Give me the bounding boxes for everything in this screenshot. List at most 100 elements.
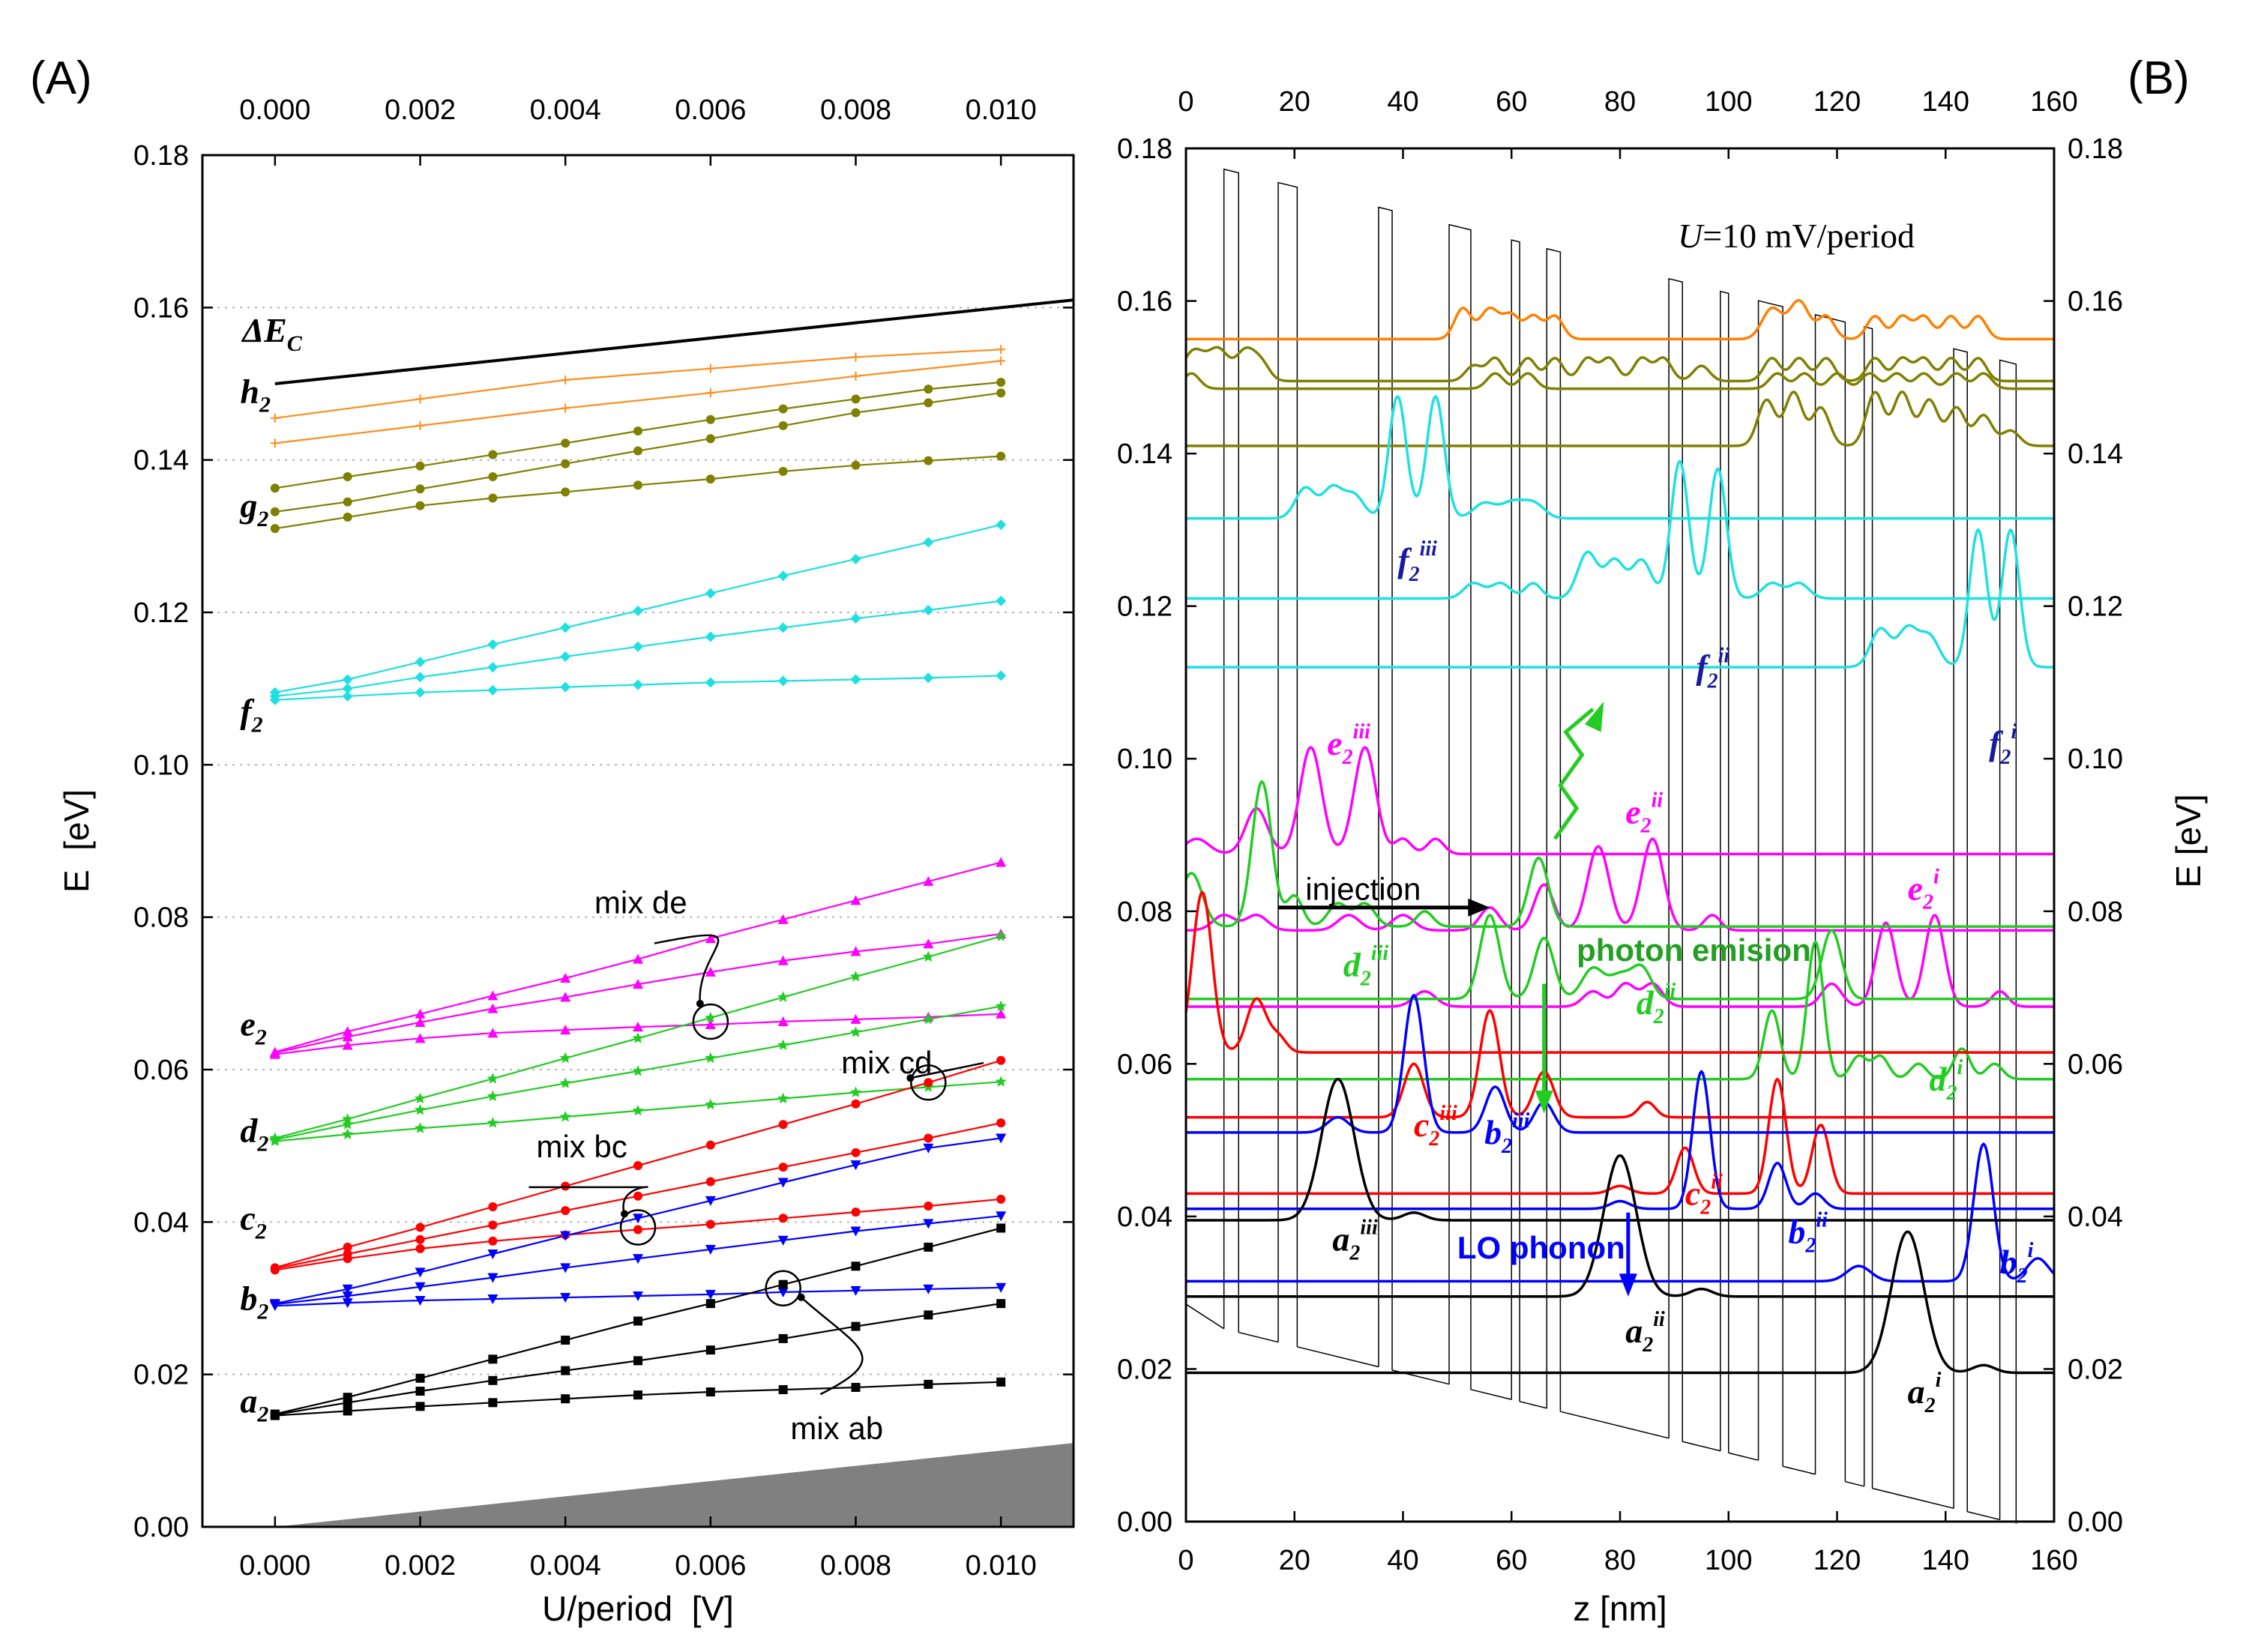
- a-data-point: [633, 1191, 642, 1201]
- b-state-label-sub: 2: [1501, 1135, 1512, 1158]
- b-state-label-base: b: [1484, 1113, 1502, 1151]
- b-x-tick-label-top: 80: [1604, 86, 1636, 118]
- b-state-label: b2iii: [1484, 1109, 1530, 1158]
- a-level-label: e2: [240, 1004, 266, 1049]
- b-state-label-sub: 2: [1699, 1196, 1711, 1220]
- b-y-tick-label-right: 0.02: [2068, 1354, 2123, 1385]
- a-data-point: [560, 1231, 571, 1241]
- a-level-label: h2: [240, 372, 271, 417]
- a-data-point: [415, 687, 426, 698]
- a-mix-label: mix bc: [536, 1129, 627, 1164]
- b-state-label: e2iii: [1327, 720, 1370, 769]
- b-wavefunction-line: [1186, 298, 2054, 341]
- a-data-point: [487, 1028, 499, 1038]
- a-y-tick-label: 0.02: [133, 1360, 189, 1391]
- b-state-label: a2i: [1908, 1369, 1942, 1417]
- a-data-point: [343, 512, 352, 522]
- b-state-label-base: e: [1327, 724, 1342, 762]
- b-y-tick-label-right: 0.12: [2068, 591, 2123, 623]
- a-level-label-sub: 2: [255, 1220, 267, 1244]
- b-wavefunction-line: [1186, 993, 2054, 1134]
- a-data-point: [851, 394, 861, 404]
- a-data-point: [924, 1201, 933, 1211]
- a-data-point: [996, 1008, 1007, 1019]
- a-data-point: [415, 1243, 425, 1253]
- a-data-point: [851, 460, 861, 470]
- b-state-label-sup: i: [1936, 1369, 1942, 1392]
- a-mix-circle: [692, 1003, 729, 1040]
- b-state-label-sub: 2: [1642, 1333, 1653, 1357]
- a-data-point: [705, 1019, 716, 1030]
- a-data-point: [560, 681, 571, 693]
- b-state-label-sub: 2: [1409, 563, 1420, 586]
- b-wavefunction-line: [1186, 459, 2054, 600]
- a-level-label-base: ΔE: [241, 311, 287, 349]
- a-data-point: [778, 404, 788, 414]
- a-series-line: [274, 349, 1002, 419]
- a-data-point: [415, 394, 425, 404]
- a-data-point: [415, 1008, 426, 1019]
- b-barrier: [1223, 168, 1239, 1333]
- b-wavefunction-line: [1184, 372, 2054, 391]
- panel-b-chart: 0 0 20 20 40 40 60 60 80 80 100 100 120 120 140 140 160 1…: [1117, 86, 2208, 1628]
- a-data-point: [487, 639, 499, 650]
- b-state-label: b2ii: [1788, 1209, 1828, 1258]
- a-level-label: d2: [240, 1112, 268, 1157]
- a-data-point: [850, 946, 861, 956]
- a-data-point: [561, 403, 570, 413]
- a-data-point: [561, 375, 570, 385]
- a-data-point: [561, 459, 570, 468]
- a-level-label: ΔEC: [241, 311, 303, 356]
- b-x-tick-label: 160: [2030, 1545, 2077, 1576]
- b-wavefunctions: [1184, 298, 2056, 1375]
- b-state-label-sup: i: [1957, 1056, 1963, 1079]
- b-y-tick-label-right: 0.16: [2068, 286, 2123, 318]
- a-data-point: [849, 971, 862, 982]
- a-data-point: [633, 1161, 642, 1171]
- a-data-point: [487, 1117, 499, 1128]
- a-data-point: [487, 1090, 499, 1102]
- a-data-point: [924, 1242, 933, 1252]
- a-data-point: [995, 1000, 1007, 1012]
- a-data-point: [849, 1086, 862, 1097]
- b-barrier: [1511, 239, 1520, 1402]
- a-x-tick-label-top: 0.010: [966, 94, 1037, 126]
- a-data-point: [996, 670, 1007, 681]
- b-x-tick-label: 140: [1922, 1545, 1969, 1576]
- a-data-point: [777, 955, 789, 965]
- a-data-point: [270, 524, 280, 534]
- a-data-point: [777, 675, 789, 687]
- b-y-tick-label: 0.12: [1117, 591, 1172, 623]
- b-well-floor: [1845, 1480, 1864, 1487]
- a-data-point: [705, 966, 716, 977]
- a-level-label-sub: 2: [251, 712, 263, 737]
- b-barrier: [1953, 348, 1968, 1512]
- b-state-label-sub: 2: [1349, 1242, 1360, 1265]
- a-data-point: [851, 1099, 861, 1109]
- b-state-label-sup: ii: [1718, 644, 1730, 667]
- a-level-label-base: f: [240, 692, 255, 730]
- b-wavefunction-line: [1186, 914, 2054, 1001]
- a-data-point: [560, 973, 571, 983]
- a-data-point: [632, 1065, 644, 1076]
- a-level-label-sub: 2: [256, 1299, 268, 1324]
- b-state-label-sup: iii: [1371, 941, 1389, 965]
- a-data-point: [996, 1223, 1006, 1233]
- a-data-point: [924, 1133, 933, 1143]
- a-x-tick-label-top: 0.004: [530, 94, 601, 126]
- a-data-point: [633, 1214, 643, 1224]
- a-data-point: [415, 1296, 426, 1306]
- a-y-tick-label: 0.00: [133, 1512, 189, 1543]
- a-level-label: g2: [239, 486, 268, 531]
- b-state-label: f2ii: [1696, 644, 1729, 693]
- a-data-point: [487, 684, 499, 696]
- b-state-label-base: b: [2000, 1243, 2017, 1281]
- b-state-label-base: f: [1989, 724, 2004, 762]
- a-mix-arrowhead: [696, 999, 704, 1007]
- b-x-tick-label: 0: [1178, 1545, 1193, 1576]
- a-data-point: [487, 1294, 499, 1305]
- b-photon-arrowhead: [1535, 1090, 1553, 1114]
- a-data-point: [415, 657, 426, 668]
- a-data-point: [851, 1208, 861, 1217]
- a-mix-label: mix cd: [841, 1045, 932, 1080]
